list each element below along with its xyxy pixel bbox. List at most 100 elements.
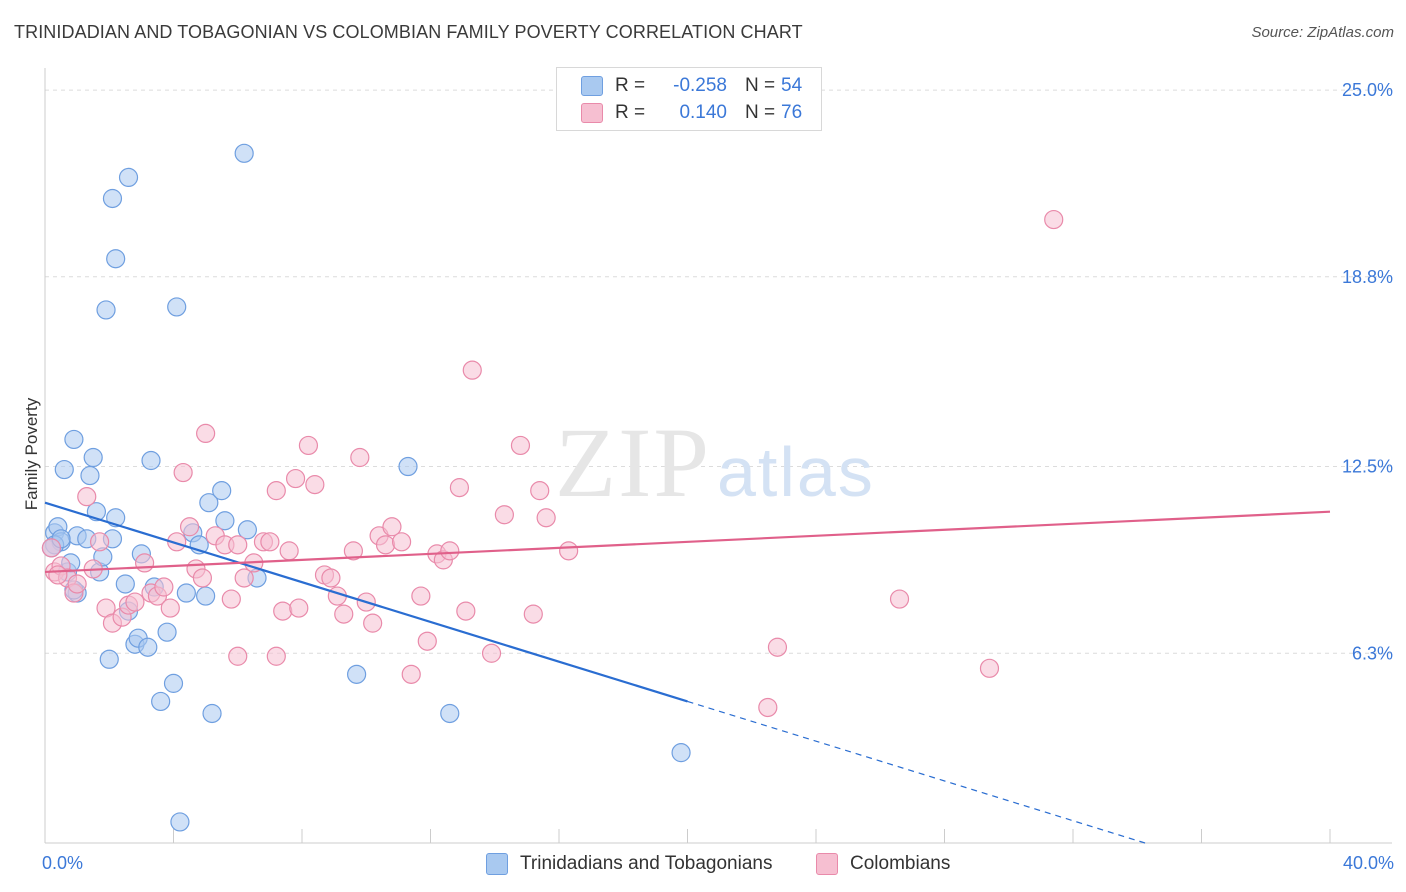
point-trinidadian xyxy=(671,743,691,763)
legend-n-value: 76 xyxy=(781,102,803,123)
legend-row-colombian: R = 0.140 N = 76 xyxy=(581,101,802,125)
y-axis-label: Family Poverty xyxy=(22,397,41,511)
watermark: ZIPatlas xyxy=(555,405,875,520)
point-colombian xyxy=(401,664,421,684)
point-trinidadian xyxy=(398,456,418,477)
point-colombian xyxy=(266,481,286,501)
legend-swatch-colombian xyxy=(581,103,603,123)
point-trinidadian xyxy=(80,465,100,486)
point-colombian xyxy=(494,505,514,525)
trend-line-trinidadian xyxy=(44,501,688,703)
point-colombian xyxy=(221,589,241,609)
point-colombian xyxy=(523,604,543,624)
point-trinidadian xyxy=(141,450,161,471)
point-colombian xyxy=(41,538,62,558)
point-colombian xyxy=(179,517,200,537)
source-label: Source: ZipAtlas.com xyxy=(1251,24,1394,41)
point-colombian xyxy=(321,568,341,588)
point-trinidadian xyxy=(212,481,232,501)
point-trinidadian xyxy=(115,574,135,594)
point-colombian xyxy=(363,613,383,633)
watermark-atlas: atlas xyxy=(717,433,875,511)
bottom-legend-label-colombian: Colombians xyxy=(850,853,951,874)
bottom-legend-label-trinidadian: Trinidadians and Tobagonians xyxy=(520,853,773,874)
point-colombian xyxy=(462,360,482,380)
point-colombian xyxy=(67,574,87,594)
point-colombian xyxy=(260,532,280,552)
point-colombian xyxy=(266,646,286,666)
legend-n-label: N = xyxy=(745,102,776,123)
point-trinidadian xyxy=(163,673,184,693)
point-colombian xyxy=(382,517,402,537)
point-colombian xyxy=(228,646,248,666)
legend-n-value: 54 xyxy=(781,75,803,96)
point-colombian xyxy=(530,481,550,501)
point-trinidadian xyxy=(196,586,216,606)
y-tick-label: 25.0% xyxy=(1342,80,1393,100)
point-trinidadian xyxy=(102,188,123,209)
point-trinidadian xyxy=(54,459,74,480)
point-colombian xyxy=(134,553,155,573)
bottom-legend-trinidadian: Trinidadians and Tobagonians xyxy=(486,852,772,876)
bottom-legend-swatch-colombian xyxy=(816,853,838,875)
point-colombian xyxy=(90,532,110,552)
point-colombian xyxy=(456,601,476,621)
point-colombian xyxy=(889,589,910,609)
y-tick-labels: 6.3% 12.5% 18.8% 25.0% xyxy=(1342,80,1393,663)
point-colombian xyxy=(298,435,319,456)
point-trinidadian xyxy=(347,664,367,684)
point-colombian xyxy=(77,487,97,507)
legend-r-label: R = xyxy=(615,75,646,96)
point-trinidadian xyxy=(64,429,84,450)
point-trinidadian xyxy=(96,300,116,320)
bottom-legend-colombian: Colombians xyxy=(816,852,950,876)
point-colombian xyxy=(334,604,354,624)
point-trinidadian xyxy=(215,511,235,531)
y-tick-label: 6.3% xyxy=(1352,643,1393,663)
correlation-legend: R = -0.258 N = 54 R = 0.140 N = 76 xyxy=(556,67,822,131)
point-colombian xyxy=(449,478,470,498)
point-trinidadian xyxy=(138,637,158,657)
point-colombian xyxy=(285,468,306,489)
point-trinidadian xyxy=(170,812,190,832)
x-ticks xyxy=(44,829,1331,843)
point-colombian xyxy=(167,532,187,552)
y-tick-label: 12.5% xyxy=(1342,457,1393,477)
legend-row-trinidadian: R = -0.258 N = 54 xyxy=(581,74,802,98)
legend-swatch-trinidadian xyxy=(581,76,603,96)
point-trinidadian xyxy=(106,249,126,269)
point-trinidadian xyxy=(202,703,222,724)
point-colombian xyxy=(273,601,293,621)
point-colombian xyxy=(279,541,299,561)
point-colombian xyxy=(481,643,502,663)
point-colombian xyxy=(536,508,556,528)
point-colombian xyxy=(391,532,412,552)
point-trinidadian xyxy=(151,691,171,712)
legend-r-value: -0.258 xyxy=(673,75,727,96)
point-trinidadian xyxy=(167,297,187,317)
point-colombian xyxy=(440,541,460,561)
point-colombian xyxy=(125,592,145,612)
trend-lines-front xyxy=(44,501,1331,844)
point-colombian xyxy=(1044,209,1064,230)
point-trinidadian xyxy=(237,520,257,540)
point-colombian xyxy=(559,541,579,561)
point-colombian xyxy=(417,631,437,651)
point-colombian xyxy=(375,535,396,555)
chart-title: TRINIDADIAN AND TOBAGONIAN VS COLOMBIAN … xyxy=(14,22,803,42)
x-tick-label-min: 0.0% xyxy=(42,853,84,873)
point-colombian xyxy=(173,462,193,483)
point-colombian xyxy=(234,568,254,588)
point-colombian xyxy=(192,568,213,588)
point-trinidadian xyxy=(234,143,254,163)
point-trinidadian xyxy=(118,167,139,188)
point-colombian xyxy=(228,535,248,555)
point-colombian xyxy=(289,598,309,618)
point-trinidadian xyxy=(99,649,119,669)
point-colombian xyxy=(196,423,216,444)
point-trinidadian xyxy=(176,583,196,603)
x-tick-label-max: 40.0% xyxy=(1342,853,1394,873)
point-trinidadian xyxy=(440,703,460,724)
point-colombian xyxy=(758,697,778,718)
